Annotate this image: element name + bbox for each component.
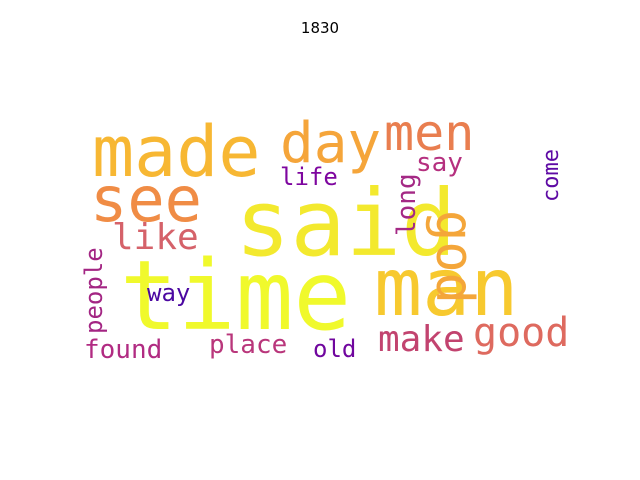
word-found: found [84, 335, 163, 365]
word-life: life [280, 163, 338, 191]
word-come: come [539, 149, 564, 202]
word-way: way [147, 279, 191, 307]
word-make: make [378, 319, 465, 360]
word-people: people [80, 247, 108, 334]
word-time: time [120, 240, 352, 352]
chart-title: 1830 [300, 19, 340, 37]
word-day: day [280, 111, 382, 176]
word-like: like [112, 217, 199, 258]
word-long: long [392, 173, 422, 236]
word-men: men [384, 104, 475, 162]
word-good: good [473, 310, 570, 356]
word-man: man [374, 241, 519, 334]
word-said: said [235, 170, 457, 277]
word-old: old [313, 335, 357, 363]
word-god: god [424, 210, 484, 304]
word-made: made [92, 111, 261, 193]
word-place: place [209, 330, 288, 360]
word-see: see [90, 163, 202, 236]
word-say: say [416, 148, 463, 178]
